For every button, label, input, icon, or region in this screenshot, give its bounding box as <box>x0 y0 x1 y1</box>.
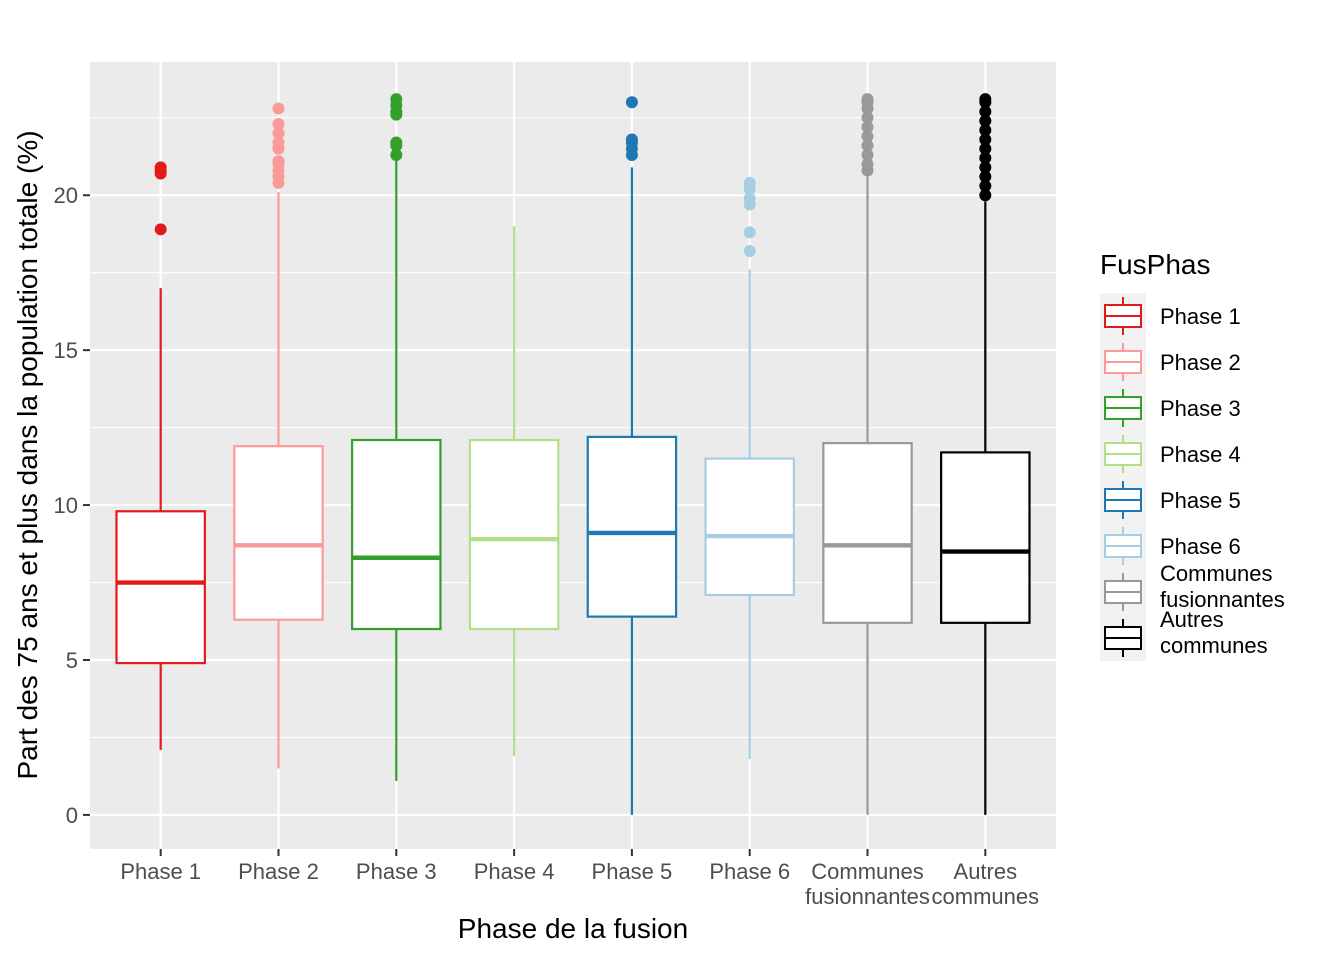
legend-label: Communes <box>1160 561 1272 586</box>
y-axis-title: Part des 75 ans et plus dans la populati… <box>12 130 43 779</box>
outlier-point <box>272 136 285 149</box>
outlier-point <box>979 161 992 174</box>
y-tick-label: 20 <box>54 183 78 208</box>
box-4 <box>468 226 560 757</box>
legend-label: fusionnantes <box>1160 587 1285 612</box>
box-body <box>351 438 442 631</box>
legend-label: Phase 2 <box>1160 350 1241 375</box>
box-body <box>233 445 324 621</box>
legend-label: communes <box>1160 633 1268 658</box>
outlier-point <box>861 121 874 134</box>
legend-entry-1: Phase 1 <box>1100 293 1241 339</box>
x-tick-label: Communes <box>811 859 923 884</box>
y-tick-label: 5 <box>66 648 78 673</box>
legend-label: Phase 6 <box>1160 534 1241 559</box>
outlier-point <box>979 142 992 155</box>
box-body <box>115 510 206 665</box>
box-8 <box>940 93 1031 815</box>
outlier-point <box>979 105 992 118</box>
box-body <box>704 457 795 597</box>
y-tick-label: 0 <box>66 803 78 828</box>
legend-entry-6: Phase 6 <box>1100 523 1241 569</box>
legend-entry-5: Phase 5 <box>1100 477 1241 523</box>
outlier-point <box>625 96 638 109</box>
x-tick-label: Autres <box>954 859 1018 884</box>
box-body <box>822 442 913 624</box>
box-6 <box>704 176 795 760</box>
outlier-point <box>390 136 403 149</box>
box-body <box>468 438 560 631</box>
outlier-point <box>272 102 285 115</box>
legend-entry-2: Phase 2 <box>1100 339 1241 385</box>
outlier-point <box>979 179 992 192</box>
outlier-point <box>272 155 285 168</box>
y-tick-label: 10 <box>54 493 78 518</box>
legend-label: Autres <box>1160 607 1224 632</box>
legend-label: Phase 5 <box>1160 488 1241 513</box>
legend-label: Phase 4 <box>1160 442 1241 467</box>
outlier-point <box>861 148 874 161</box>
outlier-point <box>743 226 756 239</box>
box-3 <box>351 93 442 781</box>
outlier-point <box>390 93 403 106</box>
x-tick-label: Phase 3 <box>356 859 437 884</box>
x-tick-label: Phase 1 <box>120 859 201 884</box>
x-tick-label: fusionnantes <box>805 884 930 909</box>
outlier-point <box>272 117 285 130</box>
outlier-point <box>861 111 874 124</box>
x-axis-title: Phase de la fusion <box>458 913 688 944</box>
outlier-point <box>625 133 638 146</box>
outlier-point <box>743 245 756 258</box>
outlier-point <box>861 93 874 106</box>
legend-entry-3: Phase 3 <box>1100 385 1241 431</box>
box-body <box>940 451 1031 624</box>
outlier-point <box>979 189 992 202</box>
legend: FusPhas Phase 1 Phase 2 Phase 3 Phase 4 Phas… <box>1100 249 1285 661</box>
x-tick-label: Phase 6 <box>709 859 790 884</box>
box-2 <box>233 102 324 769</box>
legend-label: Phase 1 <box>1160 304 1241 329</box>
outlier-point <box>743 192 756 205</box>
x-tick-label: Phase 5 <box>592 859 673 884</box>
outlier-point <box>861 158 874 171</box>
outlier-point <box>743 176 756 189</box>
legend-title: FusPhas <box>1100 249 1211 280</box>
outlier-point <box>979 93 992 106</box>
outlier-point <box>979 170 992 183</box>
y-tick-label: 15 <box>54 338 78 363</box>
outlier-point <box>154 161 167 174</box>
outlier-point <box>979 133 992 146</box>
outlier-point <box>154 223 167 236</box>
x-tick-label: Phase 2 <box>238 859 319 884</box>
outlier-point <box>861 130 874 143</box>
outlier-point <box>979 114 992 127</box>
outlier-point <box>390 148 403 161</box>
box-body <box>586 435 678 618</box>
legend-entry-4: Phase 4 <box>1100 431 1241 477</box>
outlier-point <box>979 152 992 165</box>
x-tick-label: communes <box>932 884 1040 909</box>
legend-label: Phase 3 <box>1160 396 1241 421</box>
box-1 <box>115 161 206 750</box>
x-tick-label: Phase 4 <box>474 859 555 884</box>
box-5 <box>586 96 678 815</box>
outlier-point <box>272 127 285 140</box>
box-7 <box>822 93 913 815</box>
outlier-point <box>861 139 874 152</box>
outlier-point <box>979 124 992 137</box>
